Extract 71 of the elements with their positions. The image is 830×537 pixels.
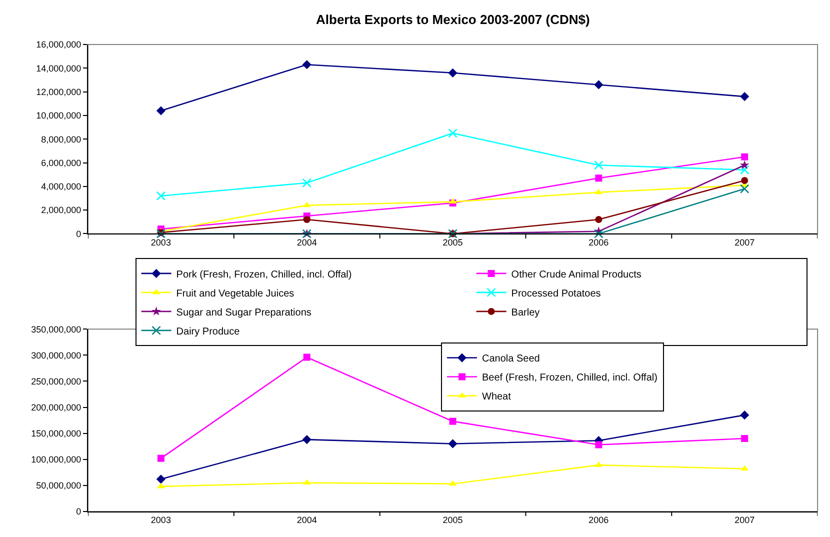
y-tick-label: 150,000,000 [31,428,82,438]
legend-label: Other Crude Animal Products [511,269,642,280]
point [595,216,602,224]
point [448,439,458,448]
point [157,454,164,462]
point [740,410,750,420]
y-tick-label: 12,000,000 [36,86,82,97]
x-tick-label: 2003 [150,238,171,248]
legend-label: Processed Potatoes [511,288,601,300]
point [156,106,166,116]
point [448,198,457,204]
point [740,160,750,170]
x-tick-label: 2004 [296,238,317,248]
y-tick-label: 6,000,000 [41,158,82,168]
point [741,177,748,184]
legend-label: Beef (Fresh, Frozen, Chilled, incl. Offal) [482,372,658,384]
x-tick-label: 2003 [150,515,171,526]
y-tick-label: 200,000,000 [31,402,82,412]
y-tick-label: 0 [76,228,82,239]
y-tick-label: 50,000,000 [36,480,82,491]
point [740,184,750,194]
point [595,441,602,448]
legend-label: Barley [511,307,540,318]
y-tick-label: 100,000,000 [31,454,82,464]
x-tick-label: 2005 [442,515,463,526]
point [741,435,748,442]
point [741,153,748,160]
point [449,418,456,425]
point [594,160,604,170]
legend-label: Wheat [482,392,512,403]
point [594,80,604,90]
point [302,178,312,188]
y-tick-label: 4,000,000 [41,182,82,192]
x-tick-label: 2004 [296,515,317,526]
point [156,191,166,201]
point [448,68,458,78]
point [302,202,311,208]
x-tick-label: 2006 [588,238,609,248]
point [740,92,750,102]
x-tick-label: 2007 [734,515,755,526]
y-tick-label: 250,000,000 [31,376,82,386]
legend-label: Sugar and Sugar Preparations [176,307,312,318]
x-tick-label: 2006 [588,515,609,526]
point [302,479,311,485]
x-tick-label: 2007 [734,238,755,248]
y-tick-label: 300,000,000 [31,350,82,360]
legend-label: Dairy Produce [176,326,240,338]
point [302,60,312,70]
y-tick-label: 0 [76,506,82,517]
point [594,188,603,194]
y-tick-label: 16,000,000 [36,40,82,50]
y-tick-label: 2,000,000 [41,205,82,216]
point [595,174,602,182]
point [302,435,312,444]
y-tick-label: 10,000,000 [36,110,82,121]
y-tick-label: 350,000,000 [31,324,82,334]
point [594,229,604,238]
point [303,354,310,361]
point [303,216,310,224]
legend-label: Canola Seed [482,354,540,365]
point [740,165,750,175]
x-tick-label: 2005 [442,238,463,248]
chart-title: Alberta Exports to Mexico 2003-2007 (CDN$) [316,12,590,27]
point [156,474,166,484]
legend-label: Fruit and Vegetable Juices [176,288,294,300]
y-tick-label: 8,000,000 [41,134,82,144]
point [448,480,457,486]
legend-label: Pork (Fresh, Frozen, Chilled, incl. Offal) [176,269,352,280]
y-tick-label: 14,000,000 [36,63,82,74]
point [156,482,165,488]
point [448,128,458,138]
